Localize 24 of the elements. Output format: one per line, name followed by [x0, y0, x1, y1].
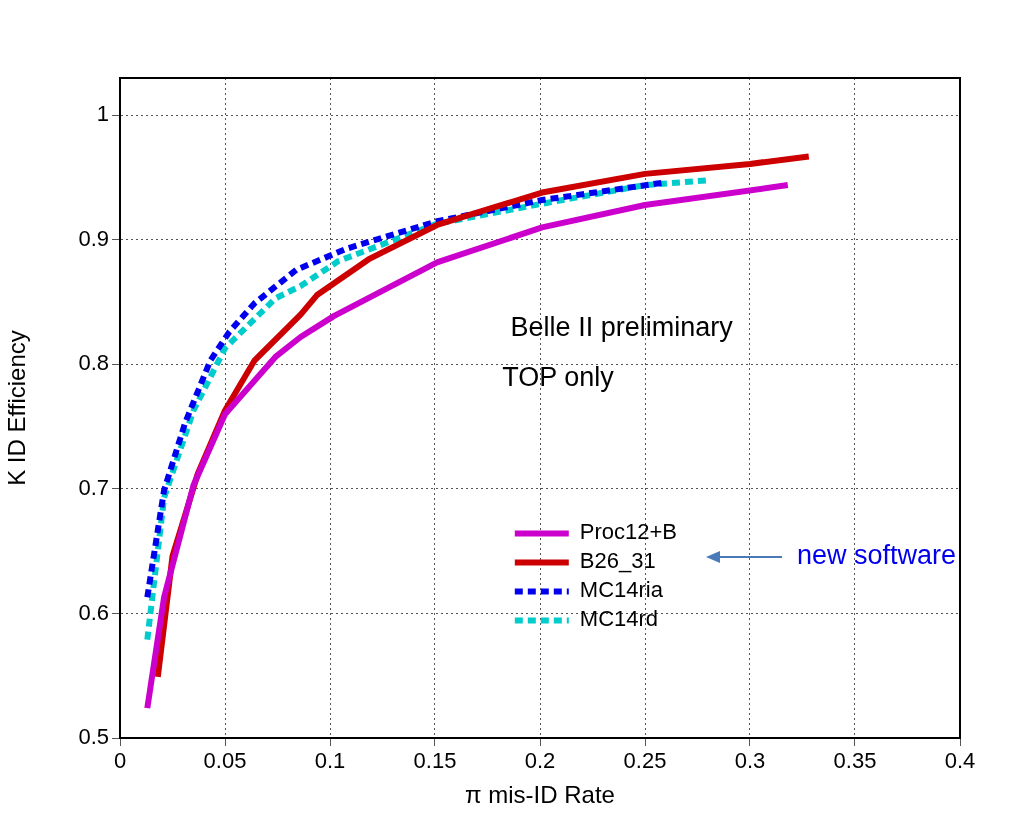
legend-label: B26_31	[579, 548, 656, 574]
x-tick-label: 0.2	[524, 748, 556, 774]
x-tick-label: 0.3	[734, 748, 766, 774]
x-tick-label: 0	[113, 748, 127, 774]
x-axis-title: π mis-ID Rate	[465, 781, 615, 809]
annotation: Belle II preliminary	[510, 312, 734, 343]
x-tick-label: 0.1	[314, 748, 346, 774]
x-tick-label: 0.05	[203, 748, 247, 774]
x-tick-label: 0.15	[413, 748, 457, 774]
y-tick-label: 0.7	[78, 475, 109, 501]
legend-label: Proc12+B	[579, 519, 678, 545]
annotation: new software	[797, 540, 957, 571]
legend-label: MC14ria	[579, 577, 664, 603]
y-tick-label: 0.5	[78, 724, 109, 750]
x-tick-label: 0.4	[944, 748, 976, 774]
annotation: TOP only	[502, 361, 615, 392]
y-tick-label: 0.6	[78, 599, 109, 625]
y-tick-label: 0.9	[78, 225, 109, 251]
x-tick-label: 0.25	[623, 748, 667, 774]
y-axis-title: K ID Efficiency	[3, 330, 31, 486]
legend-label: MC14rd	[579, 606, 659, 632]
y-tick-label: 0.8	[78, 350, 109, 376]
x-tick-label: 0.35	[833, 748, 877, 774]
y-tick-label: 1	[96, 101, 109, 127]
